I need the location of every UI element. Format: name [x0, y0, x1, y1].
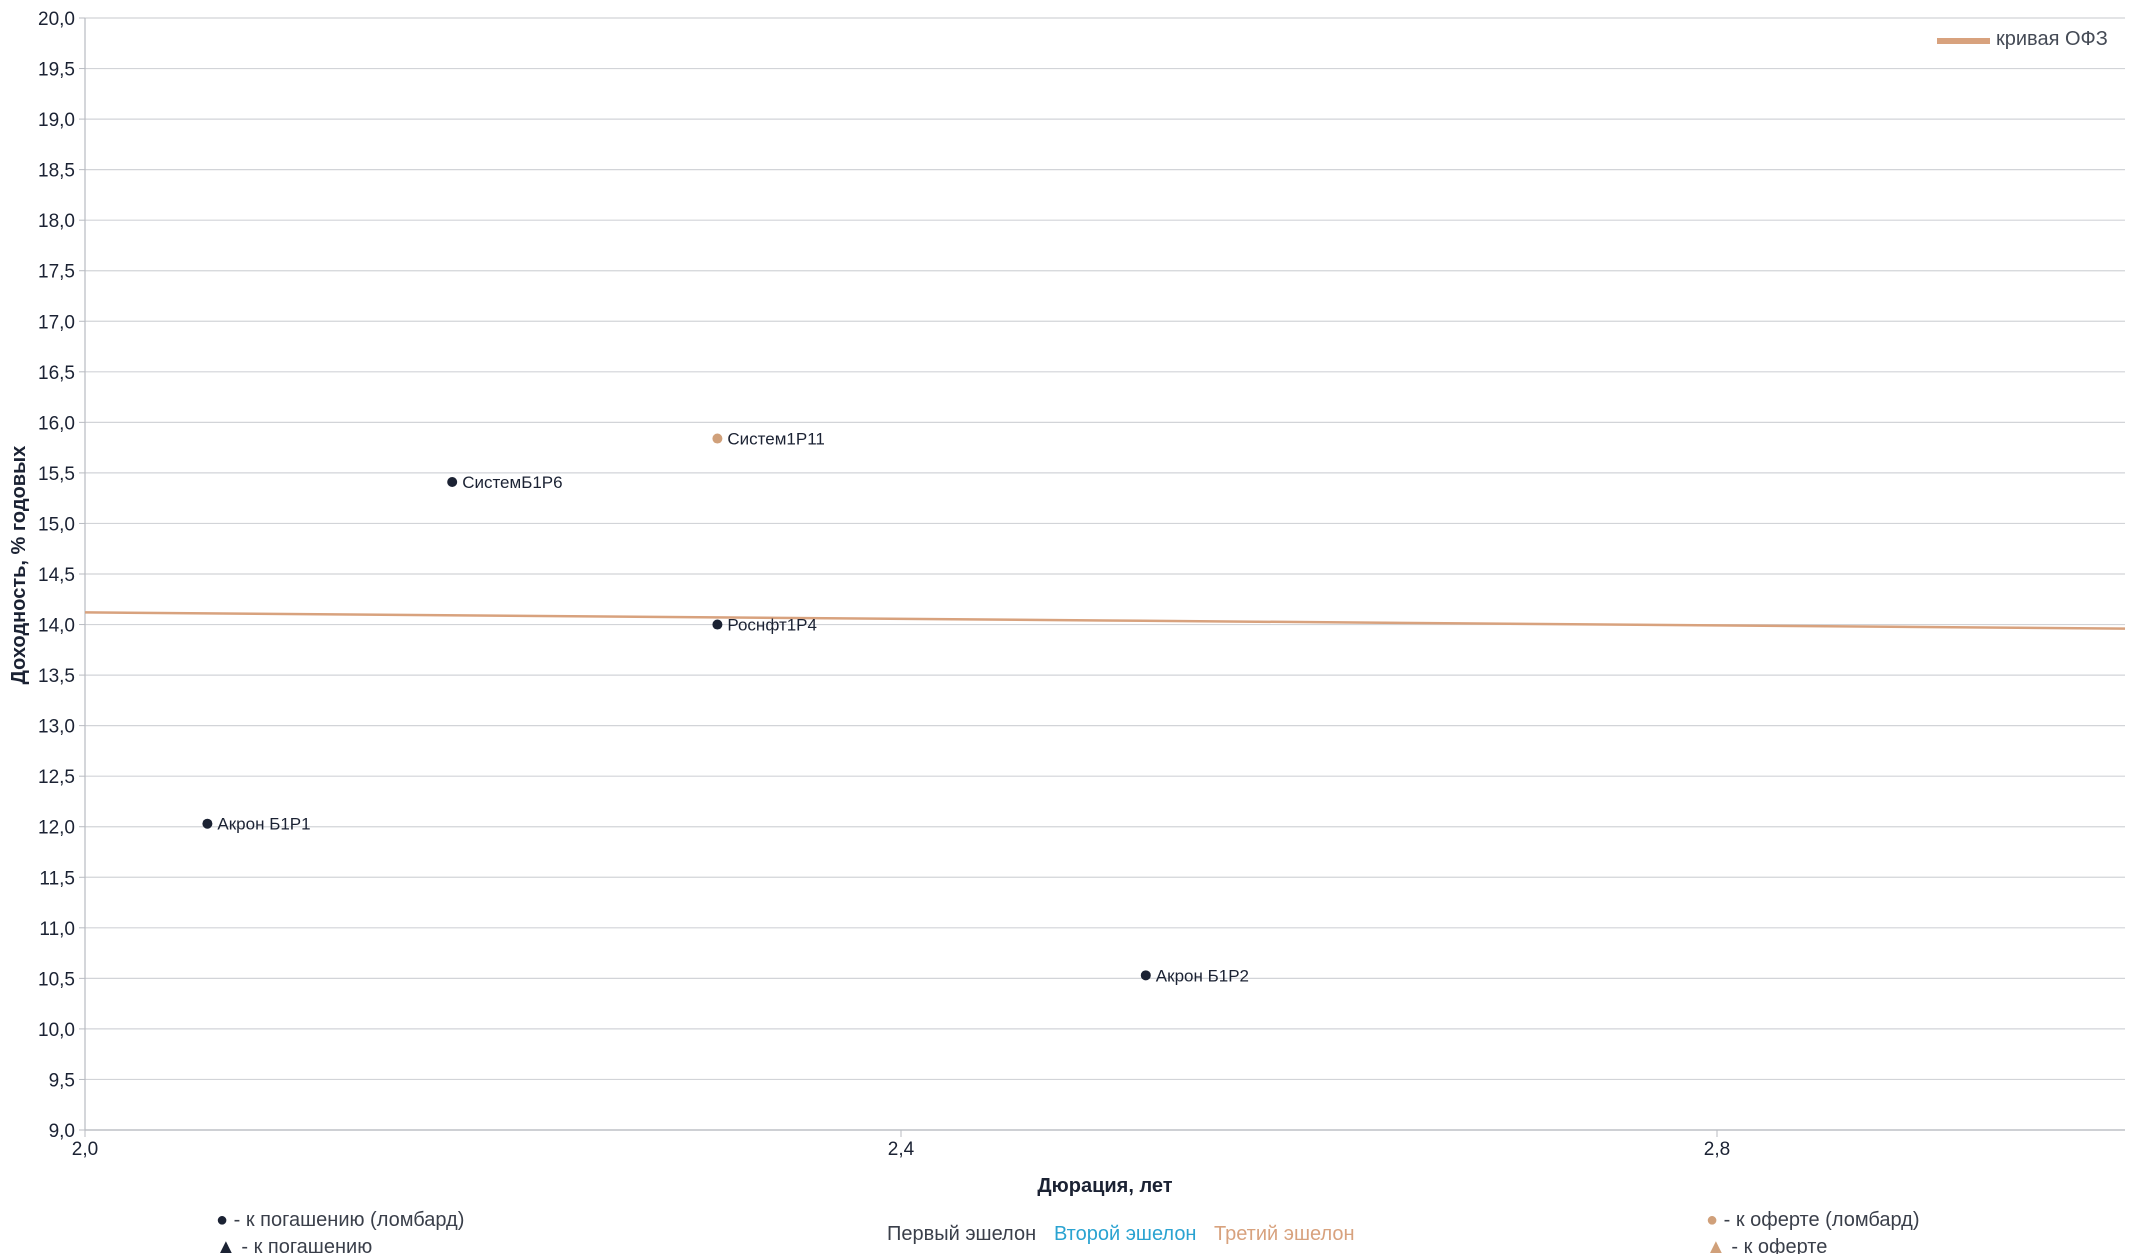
y-tick-label: 14,5 [38, 565, 75, 586]
y-tick-label: 16,5 [38, 363, 75, 384]
axes [84, 18, 2125, 1131]
data-point [712, 433, 723, 444]
y-axis-title: Доходность, % годовых [8, 446, 30, 685]
y-tick-label: 15,5 [38, 464, 75, 485]
y-tick-label: 12,0 [38, 818, 75, 839]
legend-to-maturity: ▲ - к погашению [216, 1236, 372, 1254]
y-axis-ticks: 9,0 9,5 10,0 10,5 11,0 11,5 12,0 12,5 13,0 13,5 14… [38, 9, 85, 1142]
legend-echelon-second: Второй эшелон [1054, 1223, 1196, 1245]
y-tick-label: 9,0 [49, 1121, 75, 1142]
y-tick-label: 14,0 [38, 616, 75, 637]
ofz-curve-line [84, 611, 2126, 630]
legend-to-maturity-lombard: ● - к погашению (ломбард) [216, 1209, 464, 1231]
x-tick-label: 2,4 [888, 1139, 915, 1160]
data-points: Акрон Б1Р1 СистемБ1Р6 Систем1Р11 Роснфт1Р4 А… [202, 430, 1249, 985]
y-tick-label: 18,0 [38, 211, 75, 232]
y-tick-label: 17,5 [38, 262, 75, 283]
y-tick-label: 13,5 [38, 666, 75, 687]
data-point-label: Акрон Б1Р2 [1156, 966, 1249, 985]
legend-echelon-first: Первый эшелон [887, 1223, 1036, 1245]
y-tick-label: 15,0 [38, 514, 75, 535]
data-point-label: Роснфт1Р4 [727, 616, 817, 635]
x-tick-label: 2,8 [1704, 1139, 1730, 1160]
y-tick-label: 20,0 [38, 9, 75, 30]
data-point [712, 619, 723, 630]
legend-markers-right: ● - к оферте (ломбард) ▲ - к оферте [1706, 1209, 1920, 1254]
y-tick-label: 19,5 [38, 60, 75, 81]
legend-markers-left: ● - к погашению (ломбард) ▲ - к погашени… [216, 1209, 464, 1254]
data-point [447, 477, 458, 488]
y-tick-label: 16,0 [38, 413, 75, 434]
y-tick-label: 9,5 [49, 1070, 75, 1091]
y-tick-label: 10,0 [38, 1020, 75, 1041]
data-point-label: Систем1Р11 [727, 430, 824, 449]
y-tick-label: 10,5 [38, 969, 75, 990]
grid-lines [85, 17, 2125, 1131]
y-tick-label: 19,0 [38, 110, 75, 131]
y-tick-label: 18,5 [38, 161, 75, 182]
ofz-legend-label: кривая ОФЗ [1996, 28, 2108, 50]
x-axis-title: Дюрация, лет [1037, 1175, 1172, 1197]
x-tick-label: 2,0 [72, 1139, 98, 1160]
data-point-label: СистемБ1Р6 [462, 473, 562, 492]
y-tick-label: 11,0 [39, 919, 75, 940]
y-tick-label: 13,0 [38, 717, 75, 738]
x-axis-ticks: 2,0 2,4 2,8 [72, 1130, 1730, 1160]
legend-to-offer: ▲ - к оферте [1706, 1236, 1827, 1254]
legend-to-offer-lombard: ● - к оферте (ломбард) [1706, 1209, 1920, 1231]
y-tick-label: 17,0 [38, 312, 75, 333]
y-tick-label: 12,5 [38, 767, 75, 788]
y-tick-label: 11,5 [39, 868, 75, 889]
data-point [1140, 970, 1151, 981]
data-point [202, 818, 213, 829]
legend-echelons: Первый эшелон Второй эшелон Третий эшело… [887, 1223, 1355, 1245]
legend-ofz: кривая ОФЗ [1937, 28, 2108, 50]
data-point-label: Акрон Б1Р1 [217, 815, 310, 834]
legend-echelon-third: Третий эшелон [1214, 1223, 1355, 1245]
ofz-curve-group [84, 611, 2126, 630]
